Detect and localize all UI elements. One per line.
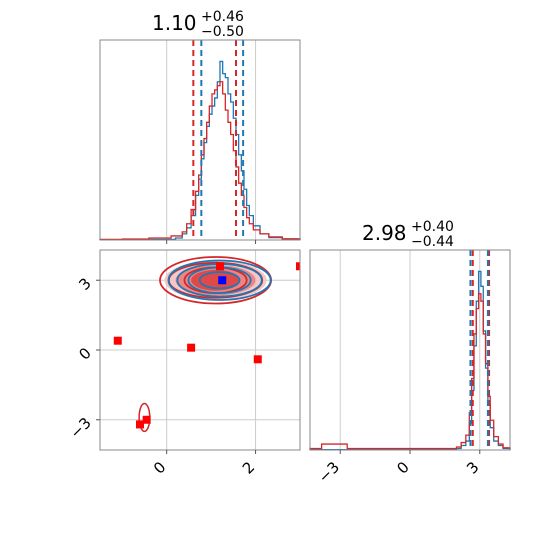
histogram-series-1 [99, 60, 301, 241]
scatter-point [187, 343, 196, 352]
scatter-point [216, 262, 224, 271]
scatter-point [253, 355, 262, 364]
histogram-series-1 [309, 270, 511, 451]
x-tick-label: −3 [315, 458, 343, 486]
scatter-point [296, 262, 300, 271]
joint-scatter-param-1-param-2: 0 2 −3 0 3 [66, 249, 301, 478]
title-param-2-value: 2.98 [362, 221, 407, 245]
scatter-point [113, 336, 122, 345]
joint-plot-area [100, 250, 300, 450]
y-tick-label: −3 [66, 414, 94, 442]
title-param-2-minus: −0.44 [411, 234, 454, 250]
marginal-histogram-param-1 [99, 39, 301, 244]
y-tick-label: 0 [75, 344, 94, 363]
title-param-1-value: 1.10 [152, 11, 197, 35]
title-param-1-plus: +0.46 [201, 9, 244, 25]
scatter-point [218, 276, 227, 285]
scatter-point [136, 420, 144, 429]
histogram-series-2 [309, 293, 511, 450]
scatter-point [142, 415, 151, 424]
x-tick-label: 2 [239, 458, 258, 477]
panel-titles: 1.10 +0.46 −0.50 2.98 +0.40 −0.44 [152, 9, 454, 250]
contour-line-blue [167, 259, 272, 301]
title-param-2-plus: +0.40 [411, 219, 454, 235]
y-tick-label: 3 [75, 274, 94, 293]
axes-frame [99, 39, 301, 241]
title-param-1-minus: −0.50 [201, 24, 244, 40]
x-tick-label: 0 [150, 458, 169, 477]
marginal-histogram-param-2: −3 0 3 [309, 249, 511, 486]
histogram-series-2 [99, 81, 301, 241]
contour-line-blue [198, 271, 241, 290]
x-tick-label: 3 [463, 458, 482, 477]
x-tick-label: 0 [393, 458, 412, 477]
